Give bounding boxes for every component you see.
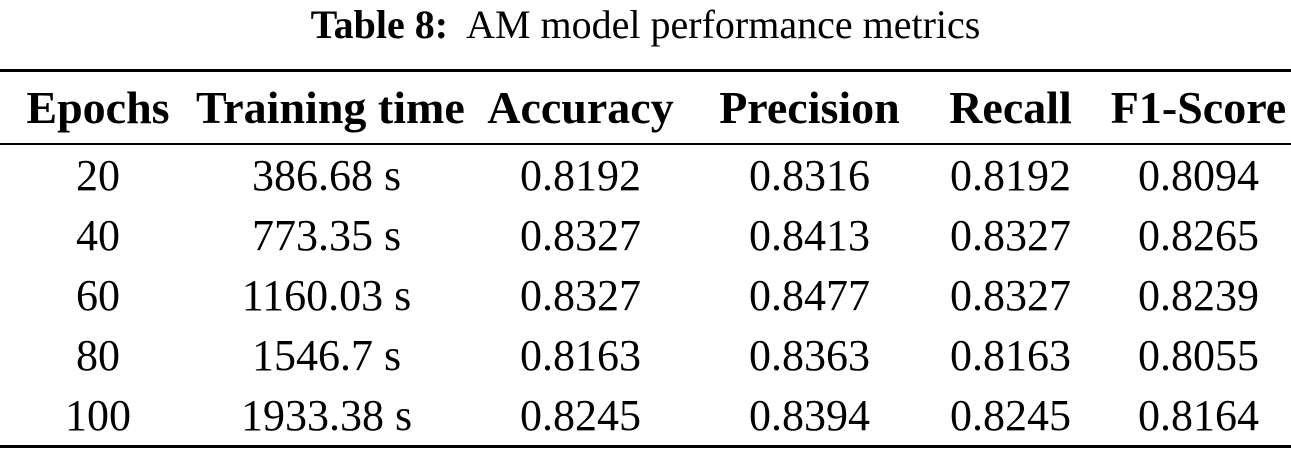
data-cell: 0.8163 [520,330,641,380]
data-cell: 0.8192 [950,150,1071,200]
data-cell: 0.8327 [950,270,1071,320]
data-cell: 0.8413 [749,210,870,260]
data-cell: 0.8477 [749,270,870,320]
data-cell: 1546.7 s [251,330,402,380]
data-cell: 0.8316 [749,150,870,200]
data-cell: 0.8192 [520,150,641,200]
data-cell: 0.8094 [1138,150,1259,200]
header-cell-training-time: Training time [196,70,465,145]
caption-label: Table 8: [310,2,449,47]
data-cell: 60 [76,270,120,320]
header-cell-epochs: Epochs [0,70,196,145]
data-cell: 20 [76,150,120,200]
table-row: 100 1933.38 s 0.8245 0.8394 0.8245 0.8164 [0,385,1291,447]
data-cell: 0.8327 [950,210,1071,260]
table-row: 60 1160.03 s 0.8327 0.8477 0.8327 0.8239 [0,265,1291,325]
caption-text: AM model performance metrics [466,2,981,47]
table-body: 20 386.68 s 0.8192 0.8316 0.8192 0.8094 40 773.… [0,144,1291,447]
data-cell: 0.8327 [520,210,641,260]
table-row: 40 773.35 s 0.8327 0.8413 0.8327 0.8265 [0,205,1291,265]
performance-metrics-table: Epochs Training time Accuracy Precision Reca… [0,69,1291,448]
header-cell-accuracy: Accuracy [457,70,704,145]
data-cell: 0.8239 [1138,270,1259,320]
data-cell: 0.8245 [520,390,641,440]
data-cell: 0.8163 [950,330,1071,380]
data-cell: 0.8164 [1138,390,1259,440]
data-cell: 773.35 s [251,210,402,260]
table-row: 80 1546.7 s 0.8163 0.8363 0.8163 0.8055 [0,325,1291,385]
header-cell-recall: Recall [915,70,1106,145]
header-cell-f1-score: F1-Score [1106,70,1291,145]
data-cell: 0.8394 [749,390,870,440]
data-cell: 0.8245 [950,390,1071,440]
data-cell: 1160.03 s [241,270,412,320]
data-cell: 0.8265 [1138,210,1259,260]
header-cell-precision: Precision [704,70,915,145]
data-cell: 100 [65,390,131,440]
data-cell: 0.8363 [749,330,870,380]
data-cell: 80 [76,330,120,380]
header-row: Epochs Training time Accuracy Precision Reca… [0,70,1291,145]
table-caption: Table 8: AM model performance metrics [0,0,1291,50]
table-row: 20 386.68 s 0.8192 0.8316 0.8192 0.8094 [0,144,1291,205]
data-cell: 40 [76,210,120,260]
data-cell: 386.68 s [251,150,402,200]
data-cell: 0.8055 [1138,330,1259,380]
data-cell: 0.8327 [520,270,641,320]
data-cell: 1933.38 s [240,390,413,440]
